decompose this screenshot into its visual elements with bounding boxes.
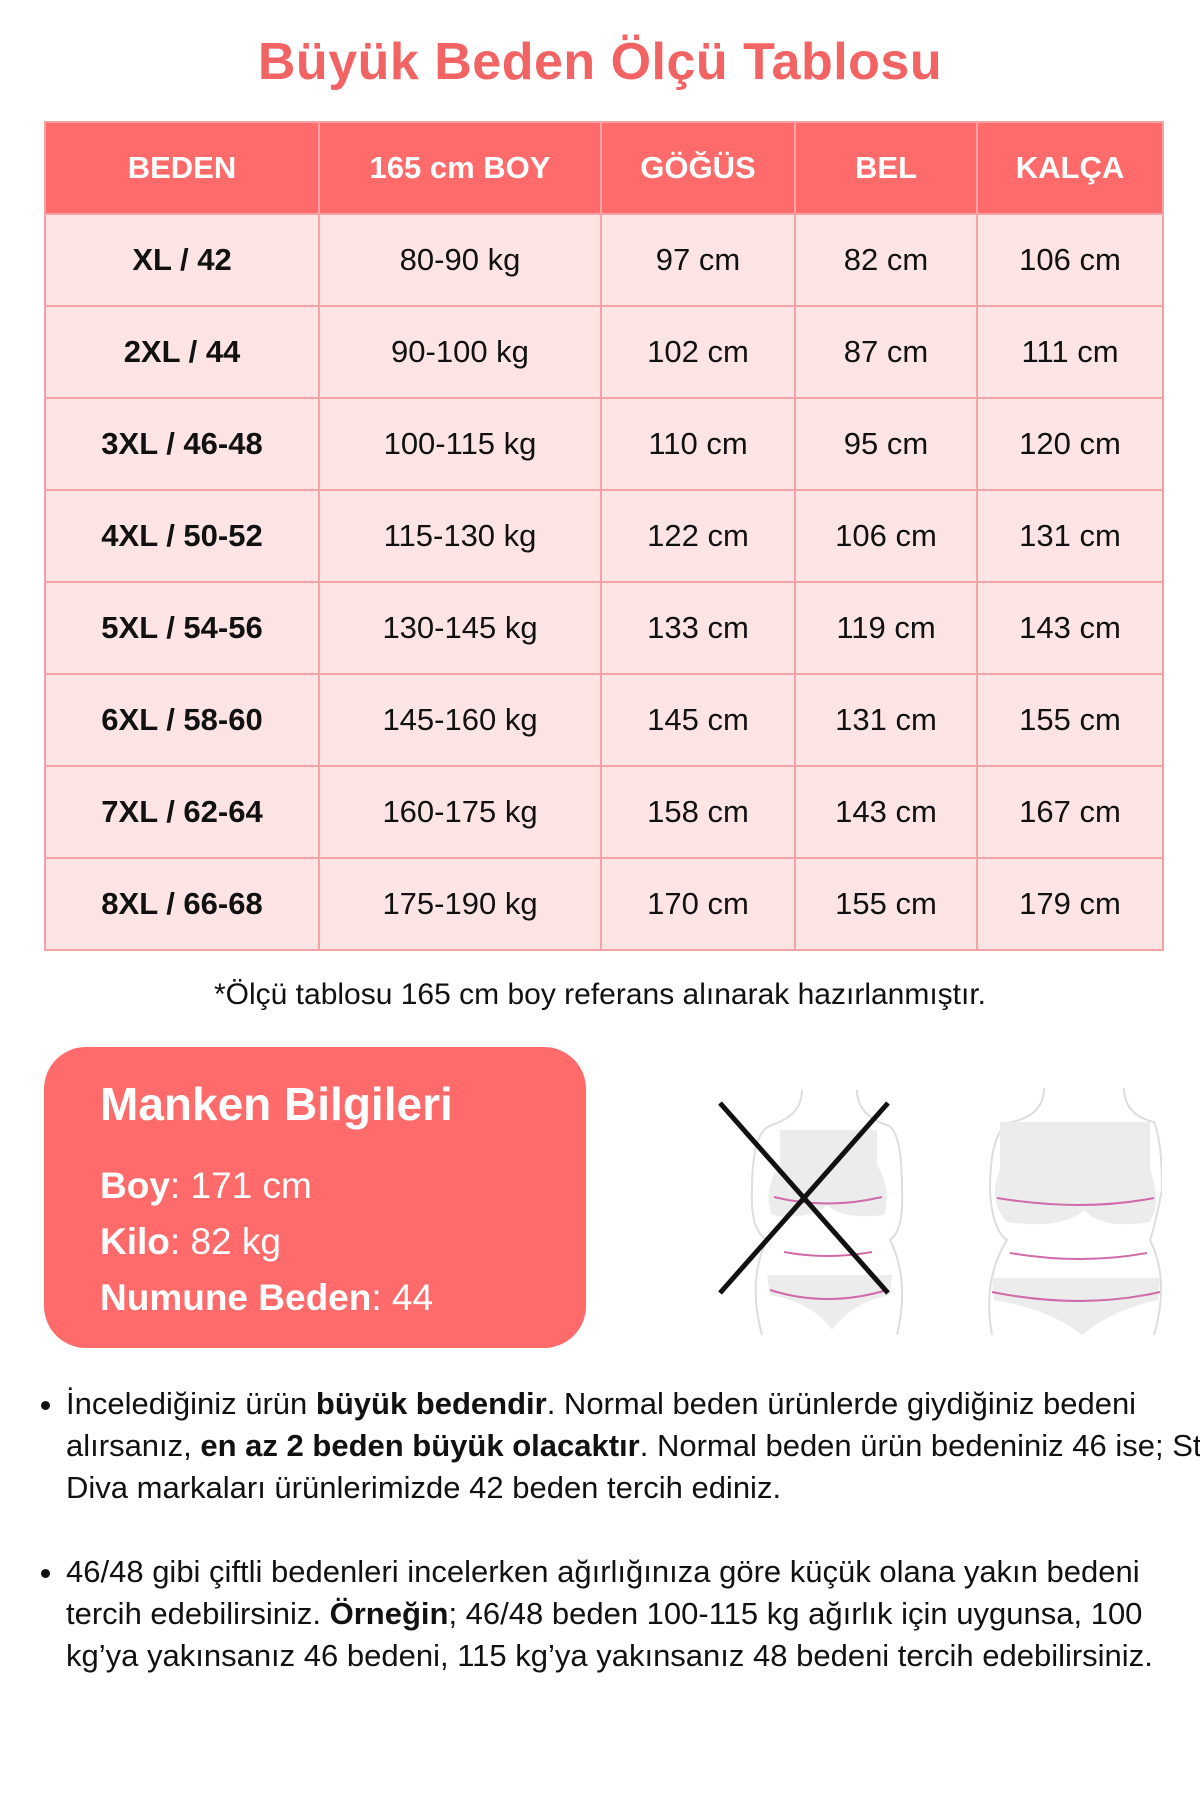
measurement-cell: 175-190 kg	[318, 857, 602, 951]
measurement-cell: 170 cm	[600, 857, 796, 951]
label: Numune Beden	[100, 1277, 372, 1318]
measurement-cell: 143 cm	[794, 765, 978, 859]
label: Kilo	[100, 1221, 170, 1262]
body-silhouette-plus-size-icon	[988, 1087, 1162, 1335]
model-weight: Kilo: 82 kg	[100, 1221, 281, 1263]
column-header: KALÇA	[976, 121, 1164, 215]
text: ; 46/48 beden 100-115 kg ağırlık için uy…	[66, 1596, 1153, 1673]
table-row: 6XL / 58-60 145-160 kg 145 cm 131 cm 155 cm	[44, 673, 1164, 767]
text: . Normal beden ürün bedeniniz 46 ise; St…	[66, 1428, 1200, 1505]
body-silhouette-crossed-icon	[718, 1089, 904, 1335]
table-footnote: *Ölçü tablosu 165 cm boy referans alınar…	[213, 978, 987, 1011]
table-row: 2XL / 44 90-100 kg 102 cm 87 cm 111 cm	[44, 305, 1164, 399]
measurement-cell: 120 cm	[976, 397, 1164, 491]
table-row: XL / 42 80-90 kg 97 cm 82 cm 106 cm	[44, 213, 1164, 307]
measurement-cell: 80-90 kg	[318, 213, 602, 307]
size-cell: 6XL / 58-60	[44, 673, 320, 767]
measurement-cell: 110 cm	[600, 397, 796, 491]
bullet-item: 46/48 gibi çiftli bedenleri incelerken a…	[66, 1551, 1200, 1677]
table-header-row: BEDEN 165 cm BOY GÖĞÜS BEL KALÇA	[44, 121, 1164, 215]
value: : 171 cm	[169, 1165, 312, 1206]
table-row: 4XL / 50-52 115-130 kg 122 cm 106 cm 131 cm	[44, 489, 1164, 583]
measurement-cell: 100-115 kg	[318, 397, 602, 491]
measurement-cell: 111 cm	[976, 305, 1164, 399]
measurement-cell: 160-175 kg	[318, 765, 602, 859]
size-cell: 7XL / 62-64	[44, 765, 320, 859]
measurement-cell: 131 cm	[976, 489, 1164, 583]
table-row: 7XL / 62-64 160-175 kg 158 cm 143 cm 167 cm	[44, 765, 1164, 859]
measurement-cell: 145 cm	[600, 673, 796, 767]
page-title: Büyük Beden Ölçü Tablosu	[257, 33, 943, 91]
measurement-cell: 82 cm	[794, 213, 978, 307]
size-cell: 5XL / 54-56	[44, 581, 320, 675]
column-header: 165 cm BOY	[318, 121, 602, 215]
text: . Normal beden ürünlerde giydiğiniz bede…	[66, 1386, 1137, 1463]
text: İncelediğiniz ürün	[66, 1386, 316, 1421]
measurement-cell: 130-145 kg	[318, 581, 602, 675]
measurement-cell: 102 cm	[600, 305, 796, 399]
model-info-heading: Manken Bilgileri	[100, 1078, 453, 1130]
size-cell: 3XL / 46-48	[44, 397, 320, 491]
bold-text: büyük bedendir	[315, 1386, 547, 1421]
measurement-cell: 131 cm	[794, 673, 978, 767]
measurement-cell: 90-100 kg	[318, 305, 602, 399]
table-row: 8XL / 66-68 175-190 kg 170 cm 155 cm 179 cm	[44, 857, 1164, 951]
text: 46/48 gibi çiftli bedenleri incelerken a…	[66, 1554, 1140, 1631]
measurement-cell: 119 cm	[794, 581, 978, 675]
size-table: BEDEN 165 cm BOY GÖĞÜS BEL KALÇA XL / 42 80-9…	[44, 121, 1164, 951]
measurement-cell: 122 cm	[600, 489, 796, 583]
size-cell: XL / 42	[44, 213, 320, 307]
table-row: 5XL / 54-56 130-145 kg 133 cm 119 cm 143 cm	[44, 581, 1164, 675]
measurement-cell: 95 cm	[794, 397, 978, 491]
measurement-cell: 97 cm	[600, 213, 796, 307]
measurement-cell: 143 cm	[976, 581, 1164, 675]
label: Boy	[100, 1165, 170, 1206]
measurement-cell: 179 cm	[976, 857, 1164, 951]
measurement-cell: 106 cm	[794, 489, 978, 583]
bold-text: en az 2 beden büyük olacaktır	[200, 1428, 640, 1463]
measurement-cell: 158 cm	[600, 765, 796, 859]
size-cell: 8XL / 66-68	[44, 857, 320, 951]
column-header: BEL	[794, 121, 978, 215]
value: : 82 kg	[169, 1221, 281, 1262]
measurement-cell: 133 cm	[600, 581, 796, 675]
size-cell: 2XL / 44	[44, 305, 320, 399]
measurement-cell: 145-160 kg	[318, 673, 602, 767]
measurement-cell: 115-130 kg	[318, 489, 602, 583]
size-cell: 4XL / 50-52	[44, 489, 320, 583]
value: : 44	[371, 1277, 434, 1318]
info-bullets: İncelediğiniz ürün büyük bedendir. Norma…	[34, 1383, 1200, 1719]
measurement-cell: 87 cm	[794, 305, 978, 399]
measurement-cell: 167 cm	[976, 765, 1164, 859]
bold-text: Örneğin	[329, 1596, 449, 1631]
measurement-cell: 106 cm	[976, 213, 1164, 307]
measurement-cell: 155 cm	[976, 673, 1164, 767]
table-row: 3XL / 46-48 100-115 kg 110 cm 95 cm 120 cm	[44, 397, 1164, 491]
model-height: Boy: 171 cm	[100, 1165, 312, 1207]
body-figures	[718, 1087, 1162, 1335]
model-sample-size: Numune Beden: 44	[100, 1277, 433, 1319]
model-info-card: Manken Bilgileri Boy: 171 cm Kilo: 82 kg…	[44, 1047, 586, 1348]
column-header: BEDEN	[44, 121, 320, 215]
bullet-item: İncelediğiniz ürün büyük bedendir. Norma…	[66, 1383, 1200, 1509]
measurement-cell: 155 cm	[794, 857, 978, 951]
column-header: GÖĞÜS	[600, 121, 796, 215]
